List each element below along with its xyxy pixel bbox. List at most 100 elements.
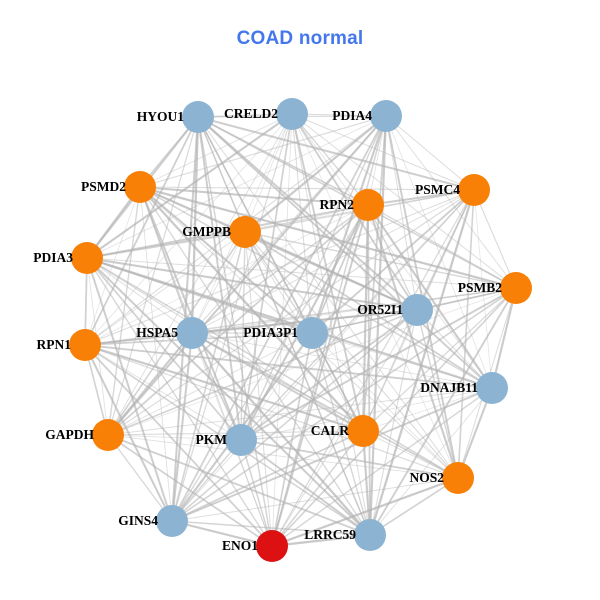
network-node-pkm[interactable]: PKM [196, 424, 258, 456]
network-edge [385, 115, 517, 289]
node-circle[interactable] [500, 272, 532, 304]
network-edge [139, 186, 371, 536]
network-node-rpn2[interactable]: RPN2 [320, 189, 385, 221]
network-edge [240, 309, 418, 441]
network-edge [139, 113, 293, 188]
network-edge [271, 430, 364, 547]
node-label: HSPA5 [136, 325, 178, 340]
network-node-or52i1[interactable]: OR52I1 [357, 294, 433, 326]
network-edge [197, 116, 475, 191]
node-circle[interactable] [370, 100, 402, 132]
node-circle[interactable] [458, 174, 490, 206]
network-edge [244, 231, 517, 289]
node-label: PDIA3P1 [243, 325, 298, 340]
network-edge [362, 387, 493, 432]
network-edge [270, 476, 460, 548]
network-edge [240, 115, 387, 441]
node-circle[interactable] [352, 189, 384, 221]
node-circle[interactable] [156, 505, 188, 537]
network-node-gapdh[interactable]: GAPDH [45, 419, 124, 451]
network-node-eno1[interactable]: ENO1 [222, 530, 288, 562]
network-edge [190, 331, 372, 537]
network-edge [107, 387, 493, 436]
node-label: NOS2 [409, 470, 444, 485]
network-node-rpn1[interactable]: RPN1 [37, 329, 102, 361]
network-edge [291, 113, 313, 334]
network-edge [107, 434, 371, 536]
node-circle[interactable] [256, 530, 288, 562]
network-edge [271, 204, 369, 547]
network-edge [311, 309, 418, 334]
node-label: PSMC4 [415, 182, 460, 197]
node-circle[interactable] [182, 101, 214, 133]
network-edge [369, 387, 493, 536]
network-edge [107, 186, 141, 436]
network-node-psmc4[interactable]: PSMC4 [415, 174, 490, 206]
node-circle[interactable] [92, 419, 124, 451]
node-circle[interactable] [276, 98, 308, 130]
network-node-gins4[interactable]: GINS4 [118, 505, 188, 537]
network-edge [84, 344, 273, 547]
network-node-hyou1[interactable]: HYOU1 [137, 101, 214, 133]
network-edge [362, 430, 459, 479]
network-edge [244, 231, 493, 389]
network-edge [270, 533, 372, 548]
network-edge [191, 231, 246, 334]
network-edge [311, 204, 369, 334]
network-node-psmb2[interactable]: PSMB2 [458, 272, 532, 304]
network-edge [171, 113, 293, 522]
network-edge [367, 204, 418, 311]
network-edge [271, 113, 293, 547]
node-circle[interactable] [229, 216, 261, 248]
network-edge [139, 186, 173, 522]
network-edge [240, 387, 493, 441]
node-circle[interactable] [69, 329, 101, 361]
node-circle[interactable] [476, 372, 508, 404]
node-circle[interactable] [442, 462, 474, 494]
network-node-psmd2[interactable]: PSMD2 [81, 171, 156, 203]
node-circle[interactable] [225, 424, 257, 456]
network-edge [361, 203, 370, 433]
network-edge [385, 115, 418, 311]
edge-layer [83, 112, 518, 548]
node-circle[interactable] [71, 242, 103, 274]
node-circle[interactable] [296, 317, 328, 349]
network-node-gmppb[interactable]: GMPPB [182, 216, 261, 248]
node-label: HYOU1 [137, 109, 185, 124]
network-edge [86, 257, 193, 334]
network-edge [244, 231, 371, 536]
network-edge [107, 434, 242, 441]
node-circle[interactable] [124, 171, 156, 203]
network-edge [84, 332, 193, 346]
network-node-calr[interactable]: CALR [311, 415, 379, 447]
node-label: PDIA4 [332, 108, 372, 123]
network-edge [240, 113, 293, 441]
network-node-pdia3p1[interactable]: PDIA3P1 [243, 317, 328, 349]
network-node-pdia4[interactable]: PDIA4 [332, 100, 402, 132]
node-circle[interactable] [401, 294, 433, 326]
network-edge [311, 332, 493, 389]
network-node-pdia3[interactable]: PDIA3 [33, 242, 103, 274]
network-edge [171, 520, 371, 536]
network-edge [171, 204, 369, 522]
network-edge [244, 231, 459, 479]
network-edge [84, 344, 493, 389]
network-edge [490, 286, 518, 390]
network-node-nos2[interactable]: NOS2 [409, 462, 474, 494]
network-edge [107, 287, 517, 436]
network-edge [385, 115, 475, 191]
network-node-hspa5[interactable]: HSPA5 [136, 317, 208, 349]
network-node-creld2[interactable]: CRELD2 [224, 98, 308, 130]
node-circle[interactable] [176, 317, 208, 349]
network-edge [84, 204, 369, 346]
network-edge [86, 231, 246, 259]
node-label: GINS4 [118, 513, 158, 528]
network-edge [83, 343, 174, 523]
network-node-lrrc59[interactable]: LRRC59 [304, 519, 386, 551]
node-circle[interactable] [354, 519, 386, 551]
network-edge [367, 204, 517, 289]
network-edge [85, 256, 419, 312]
node-circle[interactable] [347, 415, 379, 447]
network-node-dnajb11[interactable]: DNAJB11 [420, 372, 508, 404]
